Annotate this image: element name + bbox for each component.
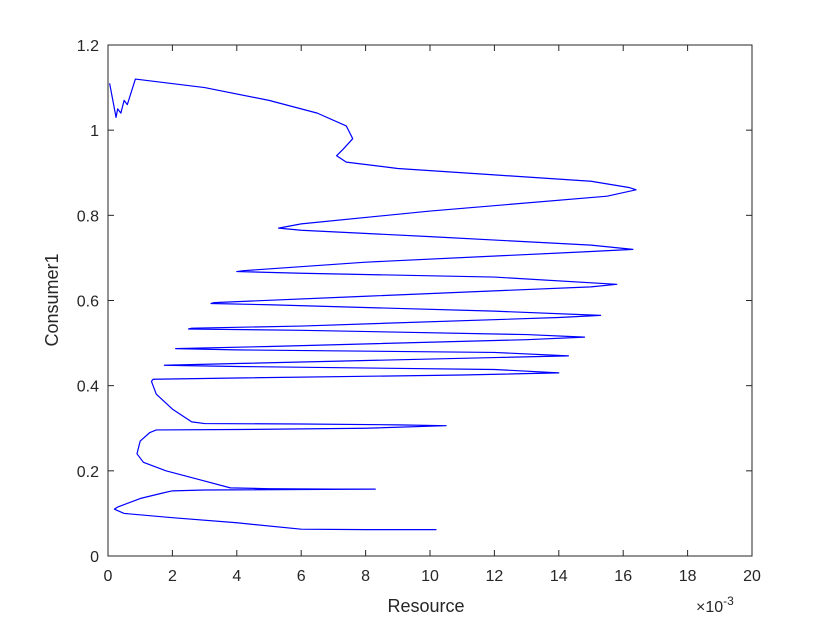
x-tick-label: 6 [297, 568, 306, 585]
x-tick-label: 10 [421, 568, 439, 585]
axes-box [107, 44, 753, 557]
x-multiplier-exponent: -3 [723, 594, 734, 608]
x-tick-label: 20 [743, 568, 761, 585]
y-axis-label: Consumer1 [42, 253, 62, 346]
x-tick-label: 16 [614, 568, 632, 585]
x-tick-label: 0 [104, 568, 113, 585]
y-tick-label: 0.4 [77, 379, 99, 396]
x-multiplier: ×10-3 [696, 594, 734, 616]
y-tick-label: 1 [90, 123, 99, 140]
y-tick-label: 0 [90, 549, 99, 566]
x-tick-label: 12 [486, 568, 504, 585]
x-tick-label: 8 [361, 568, 370, 585]
y-tick-label: 0.8 [77, 208, 99, 225]
x-tick-label: 14 [550, 568, 568, 585]
x-multiplier-base: ×10 [696, 599, 723, 616]
y-tick-label: 1.2 [77, 38, 99, 55]
y-tick-label: 0.6 [77, 294, 99, 311]
y-tick-label: 0.2 [77, 464, 99, 481]
data-line [109, 78, 637, 531]
x-tick-label: 4 [232, 568, 241, 585]
x-tick-label: 18 [679, 568, 697, 585]
x-axis-label: Resource [387, 596, 464, 616]
x-tick-label: 2 [168, 568, 177, 585]
